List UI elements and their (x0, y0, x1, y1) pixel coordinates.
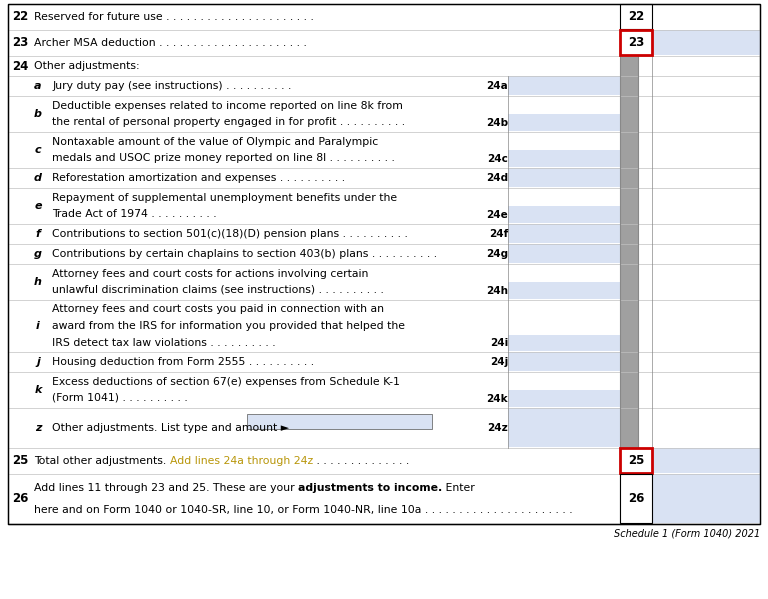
Text: k: k (35, 385, 41, 395)
Text: here and on Form 1040 or 1040-SR, line 10, or Form 1040-NR, line 10a . . . . . .: here and on Form 1040 or 1040-SR, line 1… (34, 505, 573, 515)
Text: 22: 22 (628, 11, 644, 23)
Text: b: b (34, 109, 42, 119)
Text: Attorney fees and court costs you paid in connection with an: Attorney fees and court costs you paid i… (52, 304, 384, 314)
Bar (508, 150, 620, 167)
Text: 25: 25 (12, 455, 28, 467)
Bar (508, 224, 620, 243)
Bar (620, 168, 638, 188)
Bar (508, 352, 620, 371)
Text: Jury duty pay (see instructions) . . . . . . . . . .: Jury duty pay (see instructions) . . . .… (52, 81, 291, 91)
Text: 25: 25 (627, 455, 644, 467)
Text: 24h: 24h (486, 286, 508, 296)
Bar (652, 448, 760, 473)
Text: 24c: 24c (487, 154, 508, 164)
Text: Contributions by certain chaplains to section 403(b) plans . . . . . . . . . .: Contributions by certain chaplains to se… (52, 249, 437, 259)
Text: 24j: 24j (490, 357, 508, 367)
Text: award from the IRS for information you provided that helped the: award from the IRS for information you p… (52, 321, 405, 331)
Text: 26: 26 (12, 492, 28, 506)
Text: f: f (35, 229, 41, 239)
Text: 24e: 24e (486, 210, 508, 220)
Text: unlawful discrimination claims (see instructions) . . . . . . . . . .: unlawful discrimination claims (see inst… (52, 285, 384, 295)
Text: 24k: 24k (486, 394, 508, 404)
Text: Enter: Enter (442, 483, 475, 493)
Text: Reserved for future use . . . . . . . . . . . . . . . . . . . . . .: Reserved for future use . . . . . . . . … (34, 12, 314, 22)
Text: c: c (35, 145, 41, 155)
Text: Nontaxable amount of the value of Olympic and Paralympic: Nontaxable amount of the value of Olympi… (52, 137, 379, 147)
Text: the rental of personal property engaged in for profit . . . . . . . . . .: the rental of personal property engaged … (52, 117, 406, 127)
Bar (620, 56, 638, 76)
Text: 24f: 24f (488, 229, 508, 239)
Text: a: a (35, 81, 41, 91)
Text: Reforestation amortization and expenses . . . . . . . . . .: Reforestation amortization and expenses … (52, 173, 345, 183)
Bar (620, 96, 638, 132)
Text: Excess deductions of section 67(e) expenses from Schedule K-1: Excess deductions of section 67(e) expen… (52, 377, 400, 387)
Text: z: z (35, 423, 41, 433)
Text: Schedule 1 (Form 1040) 2021: Schedule 1 (Form 1040) 2021 (614, 529, 760, 539)
Text: Other adjustments. List type and amount ►: Other adjustments. List type and amount … (52, 423, 289, 433)
Bar (247, 414, 432, 429)
Bar (620, 372, 638, 408)
Text: . . . . . . . . . . . . . .: . . . . . . . . . . . . . . (313, 456, 409, 466)
Bar (620, 132, 638, 168)
Text: 24b: 24b (486, 118, 508, 128)
Bar (508, 114, 620, 131)
Bar (508, 244, 620, 263)
Bar (620, 244, 638, 264)
Text: Archer MSA deduction . . . . . . . . . . . . . . . . . . . . . .: Archer MSA deduction . . . . . . . . . .… (34, 38, 307, 48)
Text: e: e (35, 201, 41, 211)
Text: 23: 23 (12, 37, 28, 50)
Text: Add lines 11 through 23 and 25. These are your: Add lines 11 through 23 and 25. These ar… (34, 483, 298, 493)
Text: adjustments to income.: adjustments to income. (298, 483, 442, 493)
Text: 24: 24 (12, 59, 28, 72)
Text: Contributions to section 501(c)(18)(D) pension plans . . . . . . . . . .: Contributions to section 501(c)(18)(D) p… (52, 229, 408, 239)
Bar (620, 408, 638, 448)
Bar (620, 224, 638, 244)
Bar (508, 206, 620, 223)
Text: 24a: 24a (486, 81, 508, 91)
Bar (620, 264, 638, 300)
Text: 24g: 24g (486, 249, 508, 259)
Text: h: h (34, 277, 42, 287)
Text: 24d: 24d (486, 173, 508, 183)
Bar (8, 4, 760, 524)
Bar (620, 4, 652, 29)
Bar (620, 188, 638, 224)
Text: Add lines 24a through 24z: Add lines 24a through 24z (170, 456, 313, 466)
Bar (620, 30, 652, 55)
Text: Repayment of supplemental unemployment benefits under the: Repayment of supplemental unemployment b… (52, 193, 397, 203)
Text: (Form 1041) . . . . . . . . . .: (Form 1041) . . . . . . . . . . (52, 393, 187, 403)
Text: Total other adjustments.: Total other adjustments. (34, 456, 170, 466)
Bar (620, 300, 638, 352)
Bar (620, 352, 638, 372)
Bar (8, 4, 760, 524)
Text: 23: 23 (628, 37, 644, 50)
Text: j: j (36, 357, 40, 367)
Text: 22: 22 (12, 11, 28, 23)
Text: Other adjustments:: Other adjustments: (34, 61, 140, 71)
Bar (652, 474, 760, 523)
Text: medals and USOC prize money reported on line 8l . . . . . . . . . .: medals and USOC prize money reported on … (52, 153, 395, 163)
Text: d: d (34, 173, 42, 183)
Text: i: i (36, 321, 40, 331)
Bar (652, 30, 760, 55)
Bar (508, 76, 620, 95)
Bar (620, 76, 638, 96)
Text: 24z: 24z (487, 423, 508, 433)
Text: 24i: 24i (490, 338, 508, 349)
Text: 26: 26 (627, 492, 644, 506)
Bar (508, 390, 620, 407)
Text: Attorney fees and court costs for actions involving certain: Attorney fees and court costs for action… (52, 269, 369, 279)
Text: IRS detect tax law violations . . . . . . . . . .: IRS detect tax law violations . . . . . … (52, 338, 276, 348)
Text: Trade Act of 1974 . . . . . . . . . .: Trade Act of 1974 . . . . . . . . . . (52, 209, 217, 219)
Bar (620, 448, 652, 473)
Bar (508, 335, 620, 351)
Bar (508, 282, 620, 299)
Bar (508, 408, 620, 447)
Bar (620, 474, 652, 523)
Text: Deductible expenses related to income reported on line 8k from: Deductible expenses related to income re… (52, 101, 403, 111)
Text: g: g (34, 249, 42, 259)
Text: Housing deduction from Form 2555 . . . . . . . . . .: Housing deduction from Form 2555 . . . .… (52, 357, 314, 367)
Bar (508, 168, 620, 187)
